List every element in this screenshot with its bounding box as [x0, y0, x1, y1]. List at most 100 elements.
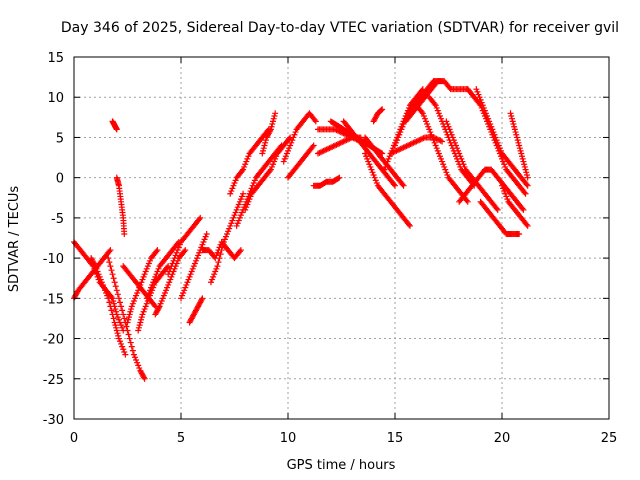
data-point — [236, 214, 243, 221]
data-point — [202, 233, 209, 240]
data-point — [487, 121, 494, 128]
data-point — [521, 163, 528, 170]
data-point — [392, 182, 398, 189]
data-point — [178, 295, 184, 302]
data-point — [438, 155, 445, 162]
data-point — [436, 112, 443, 119]
data-point — [439, 138, 446, 145]
data-point — [151, 276, 158, 283]
data-points — [71, 78, 531, 382]
data-point — [167, 265, 174, 272]
data-point — [92, 263, 99, 270]
data-point — [245, 153, 252, 160]
data-point — [373, 180, 380, 187]
data-point — [130, 298, 137, 305]
data-point — [481, 107, 488, 114]
data-point — [516, 142, 523, 149]
data-point — [431, 139, 438, 146]
data-point — [390, 181, 397, 188]
data-point — [182, 247, 189, 254]
data-point — [482, 110, 489, 117]
data-point — [283, 150, 290, 157]
series-arc-5 — [109, 118, 120, 133]
data-point — [136, 284, 143, 291]
data-point — [146, 257, 153, 264]
data-point — [100, 284, 107, 291]
data-point — [106, 259, 113, 266]
data-point — [461, 163, 468, 170]
data-point — [288, 139, 295, 146]
series-arc-12 — [165, 214, 204, 278]
data-point — [135, 287, 142, 294]
data-point — [266, 167, 273, 174]
data-point — [392, 142, 398, 149]
data-point — [227, 222, 234, 229]
data-point — [176, 241, 183, 248]
data-point — [224, 230, 231, 237]
data-point — [229, 217, 236, 224]
data-point — [510, 121, 517, 128]
series-arc-41 — [477, 198, 523, 237]
x-tick-label: 0 — [70, 431, 78, 446]
data-point — [522, 190, 529, 197]
data-point — [500, 185, 507, 192]
data-point — [189, 265, 196, 272]
data-point — [127, 308, 134, 315]
data-point — [231, 212, 238, 219]
data-point — [382, 163, 389, 170]
data-point — [244, 155, 251, 162]
data-point — [93, 265, 100, 272]
data-point — [107, 247, 114, 254]
data-point — [170, 257, 177, 264]
data-point — [235, 217, 242, 224]
data-point — [507, 110, 514, 117]
data-point — [133, 357, 140, 364]
data-point — [118, 340, 125, 347]
data-point — [501, 188, 508, 195]
data-point — [271, 112, 278, 119]
data-point — [120, 346, 127, 353]
data-point — [242, 161, 249, 168]
data-point — [494, 139, 501, 146]
data-point — [493, 205, 500, 212]
data-point — [136, 365, 143, 372]
data-point — [214, 249, 221, 256]
data-point — [134, 359, 141, 366]
data-point — [141, 375, 148, 382]
data-point — [108, 267, 115, 274]
data-point — [365, 158, 372, 165]
data-point — [273, 153, 280, 160]
data-point — [118, 303, 125, 310]
data-point — [211, 271, 218, 278]
series-arc-10 — [143, 239, 182, 302]
data-point — [144, 263, 151, 270]
data-point — [452, 142, 459, 149]
data-point — [450, 137, 457, 144]
data-point — [168, 273, 175, 280]
data-point — [120, 311, 127, 318]
data-point — [441, 163, 448, 170]
data-point — [268, 163, 275, 170]
data-point — [516, 145, 523, 152]
data-point — [270, 118, 277, 125]
data-point — [523, 221, 530, 228]
data-point — [492, 134, 499, 141]
data-point — [238, 193, 245, 200]
data-point — [220, 239, 227, 246]
data-point — [117, 319, 124, 326]
data-point — [166, 279, 173, 286]
data-point — [156, 303, 163, 310]
data-point — [488, 123, 495, 130]
data-point — [150, 279, 157, 286]
grid — [74, 57, 609, 419]
data-point — [236, 198, 243, 205]
data-point — [154, 247, 161, 254]
data-point — [160, 292, 167, 299]
data-point — [104, 292, 111, 299]
data-point — [523, 181, 530, 188]
data-point — [191, 260, 198, 267]
data-point — [121, 315, 128, 322]
data-point — [491, 131, 498, 138]
data-point — [140, 273, 147, 280]
data-point — [458, 155, 465, 162]
